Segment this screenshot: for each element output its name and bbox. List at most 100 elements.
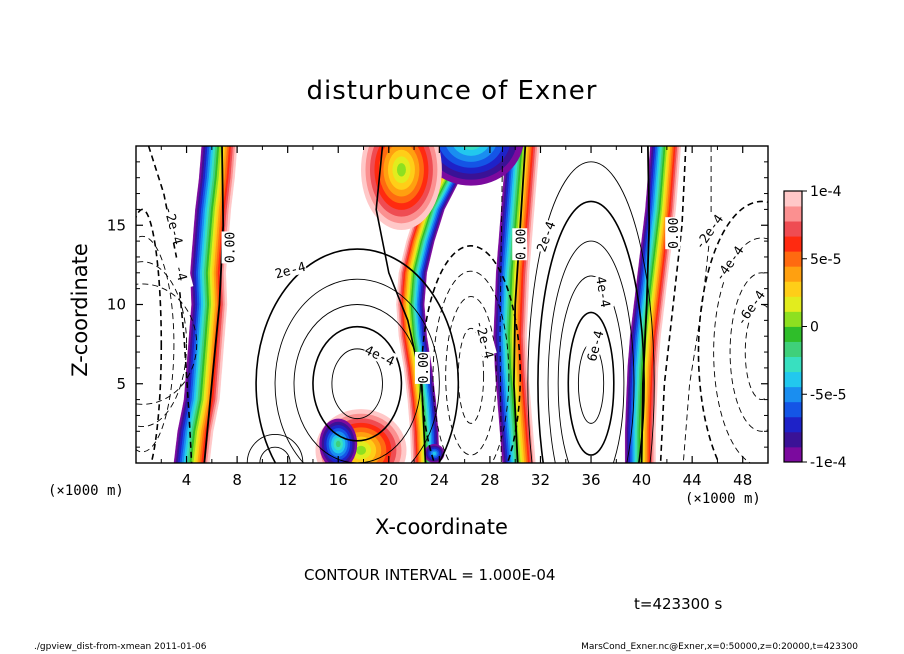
positive-contour: [537, 200, 645, 463]
contour-label-bg: [473, 321, 497, 357]
x-tick-label: 28: [480, 471, 499, 489]
colorbar-tick-label: -5e-5: [810, 387, 847, 403]
positive-contour: [547, 240, 635, 463]
positive-contour: [331, 348, 383, 420]
colorbar-swatch: [784, 206, 802, 222]
negative-contour: [136, 261, 187, 427]
shaded-patch-bottom: [432, 451, 436, 456]
contour-label: -2e-4: [160, 205, 185, 247]
contour-label-bg: [532, 218, 558, 254]
y-axis-unit: (×1000 m): [48, 483, 124, 499]
contour-label: 2e-4: [274, 260, 308, 283]
shaded-strip: [524, 146, 540, 463]
positive-contour: [527, 161, 655, 463]
colorbar-swatch: [784, 326, 802, 342]
contour-label: 0.00: [224, 232, 239, 263]
contour-label-bg: [163, 207, 186, 243]
negative-contour: [499, 146, 504, 463]
shaded-patch-top: [461, 146, 481, 150]
positive-contour: [567, 311, 615, 456]
negative-contour: [432, 270, 510, 463]
colorbar-swatch: [784, 266, 802, 282]
negative-contour: [713, 237, 768, 463]
contour-interval-label: CONTOUR INTERVAL = 1.000E-04: [304, 566, 556, 584]
x-tick-label: 16: [329, 471, 348, 489]
colorbar-swatch: [784, 311, 802, 327]
zero-contour: [203, 146, 225, 463]
contour-label: 6e-4: [585, 329, 608, 363]
contour-label: -2e-4: [471, 319, 496, 361]
contour-label: 4e-4: [592, 275, 612, 309]
colorbar-tick-label: 1e-4: [810, 184, 842, 200]
footer-command: ./gpview_dist-from-xmean 2011-01-06: [34, 642, 207, 652]
contour-label: -4e-4: [713, 244, 748, 285]
positive-contour: [274, 278, 440, 463]
colorbar-swatch: [784, 431, 802, 448]
negative-contour: [147, 146, 193, 463]
colorbar-tick-label: -1e-4: [810, 455, 847, 471]
y-tick-label: 10: [107, 296, 126, 314]
contour-label: -4: [171, 264, 190, 283]
colorbar-swatch: [784, 356, 802, 373]
colorbar-swatch: [784, 281, 802, 297]
zero-contour: [640, 146, 651, 463]
contour-label: 0.00: [514, 229, 529, 260]
colorbar: 1e-4 5e-5 0 -5e-5 -1e-4: [783, 184, 847, 471]
x-tick-label: 36: [581, 471, 600, 489]
colorbar-swatch: [784, 251, 802, 267]
negative-contour: [136, 283, 198, 405]
negative-contour: [445, 296, 497, 456]
shaded-strip: [653, 146, 682, 463]
contour-label: 0.00: [417, 352, 432, 383]
colorbar-swatch: [784, 371, 802, 388]
x-tick-label: 24: [430, 471, 449, 489]
shaded-patch-bottom: [335, 440, 341, 448]
contour-label-bg: [170, 255, 194, 291]
colorbar-swatch: [784, 401, 802, 418]
x-axis-label: X-coordinate: [375, 515, 508, 539]
shaded-patch-top: [464, 132, 477, 144]
negative-contour: [659, 146, 687, 463]
positive-contour: [557, 275, 625, 463]
colorbar-swatch: [784, 236, 802, 252]
negative-contour: [136, 235, 175, 453]
shaded-patch-bottom: [355, 445, 367, 455]
zero-contour: [512, 146, 527, 463]
colorbar-swatch: [784, 296, 802, 312]
colorbar-tick-label: 5e-5: [810, 252, 841, 268]
contour-label-bg: [414, 351, 430, 384]
x-tick-label: 8: [232, 471, 242, 489]
x-tick-label: 48: [733, 471, 752, 489]
shaded-strip: [207, 146, 238, 463]
x-tick-label: 44: [683, 471, 702, 489]
x-tick-label: 32: [531, 471, 550, 489]
x-tick-label: 12: [278, 471, 297, 489]
contour-label-bg: [362, 341, 398, 369]
negative-contour: [697, 200, 768, 463]
contour-label-bg: [272, 257, 308, 281]
contour-lines: [136, 146, 768, 463]
contour-label: 0.00: [667, 218, 682, 249]
zero-contour: [375, 146, 427, 463]
chart-title: disturbunce of Exner: [306, 76, 598, 106]
colorbar-swatch: [784, 191, 802, 207]
x-tick-label: 20: [379, 471, 398, 489]
contour-label-bg: [665, 217, 681, 250]
y-tick-label: 5: [116, 375, 126, 393]
footer-source: MarsCond_Exner.nc@Exner,x=0:50000,z=0:20…: [581, 642, 858, 652]
shaded-patch-top: [396, 163, 406, 177]
contour-label-bg: [512, 228, 528, 261]
positive-contour: [312, 325, 403, 442]
y-axis: 5 10 15: [107, 161, 768, 448]
colorbar-swatch: [784, 446, 802, 463]
negative-contour: [744, 304, 768, 401]
contour-label: -2e-4: [692, 212, 727, 253]
colorbar-tick-label: 0: [810, 320, 819, 336]
positive-contour: [246, 434, 304, 463]
contour-label-bg: [692, 213, 724, 249]
negative-contour: [682, 146, 712, 463]
y-axis-label: Z-coordinate: [68, 243, 92, 377]
contour-label-bg: [734, 289, 766, 325]
